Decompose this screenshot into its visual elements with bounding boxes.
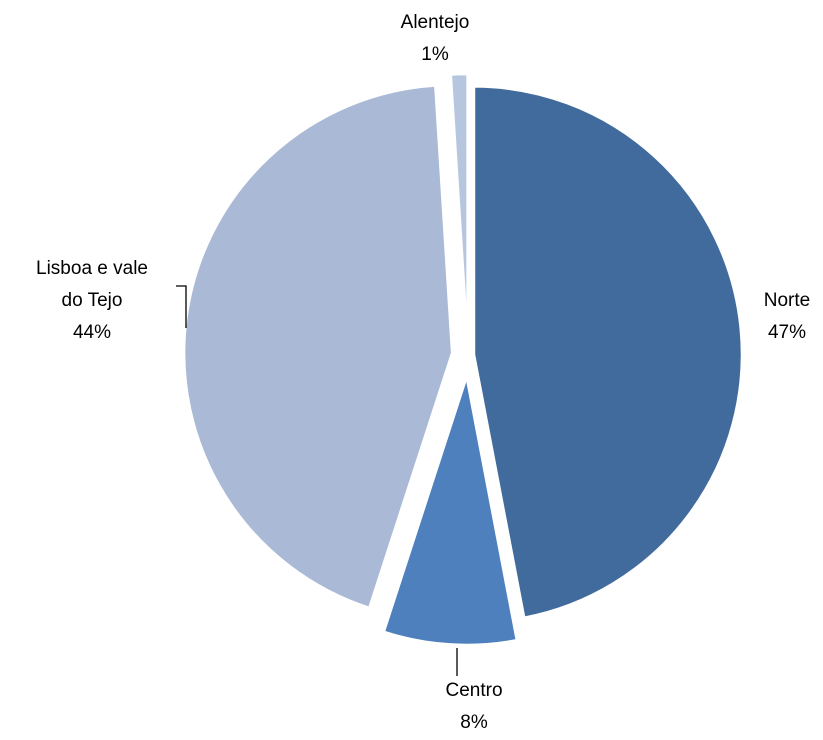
pie-slices [182,72,744,647]
pie-slice-norte [472,85,744,619]
slice-label-norte: Norte 47% [764,290,810,343]
leader-lines [176,285,458,676]
slice-category-name: Norte [764,290,810,311]
slice-labels: Norte 47% Centro 8% Lisboa e vale do Tejo 44% A… [36,12,810,733]
slice-category-name: Alentejo [401,12,470,33]
pie-slice-alentejo [449,72,469,344]
slice-percentage: 47% [768,322,806,343]
slice-percentage: 1% [421,44,449,65]
slice-percentage: 8% [460,712,488,733]
pie-slice-centro [382,375,519,647]
leader-line-lisboa-e-vale-do-tejo [176,285,187,328]
slice-label-alentejo: Alentejo 1% [401,12,470,65]
slice-label-centro: Centro 8% [445,680,502,733]
slice-category-name: Lisboa e vale [36,258,148,279]
slice-category-name: do Tejo [62,290,123,311]
pie-slice-lisboa-e-vale-do-tejo [182,84,454,610]
slice-percentage: 44% [73,322,111,343]
slice-label-lisboa-e-vale-do-tejo: Lisboa e vale do Tejo 44% [36,258,148,343]
slice-category-name: Centro [445,680,502,701]
